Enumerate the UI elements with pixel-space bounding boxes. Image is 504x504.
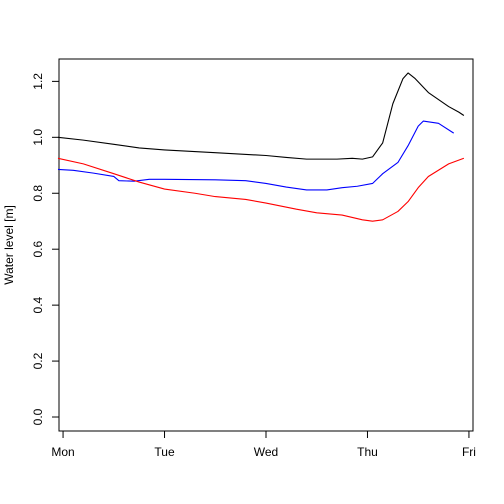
- y-axis: 0.0 0.2 0.4 0.6 0.8 1.0 1.2: [31, 73, 60, 425]
- x-tick-label: Thu: [357, 445, 378, 459]
- y-tick-label: 1.2: [31, 73, 45, 90]
- series-red-line: [57, 157, 465, 222]
- x-tick-label: Fri: [462, 445, 476, 459]
- plot-frame: [58, 58, 474, 432]
- y-axis-label: Water level [m]: [2, 205, 16, 285]
- y-tick-label: 0.6: [31, 241, 45, 258]
- y-tick-label: 0.0: [31, 408, 45, 425]
- x-tick-label: Wed: [254, 445, 278, 459]
- series-layer: [57, 72, 465, 222]
- x-tick-label: Mon: [51, 445, 74, 459]
- x-tick-label: Tue: [154, 445, 175, 459]
- y-tick-label: 1.0: [31, 129, 45, 146]
- series-black-line: [57, 72, 465, 160]
- series-blue-line: [57, 120, 455, 191]
- x-axis: Mon Tue Wed Thu Fri: [51, 430, 476, 459]
- y-tick-label: 0.2: [31, 352, 45, 369]
- y-tick-label: 0.8: [31, 185, 45, 202]
- y-tick-label: 0.4: [31, 296, 45, 313]
